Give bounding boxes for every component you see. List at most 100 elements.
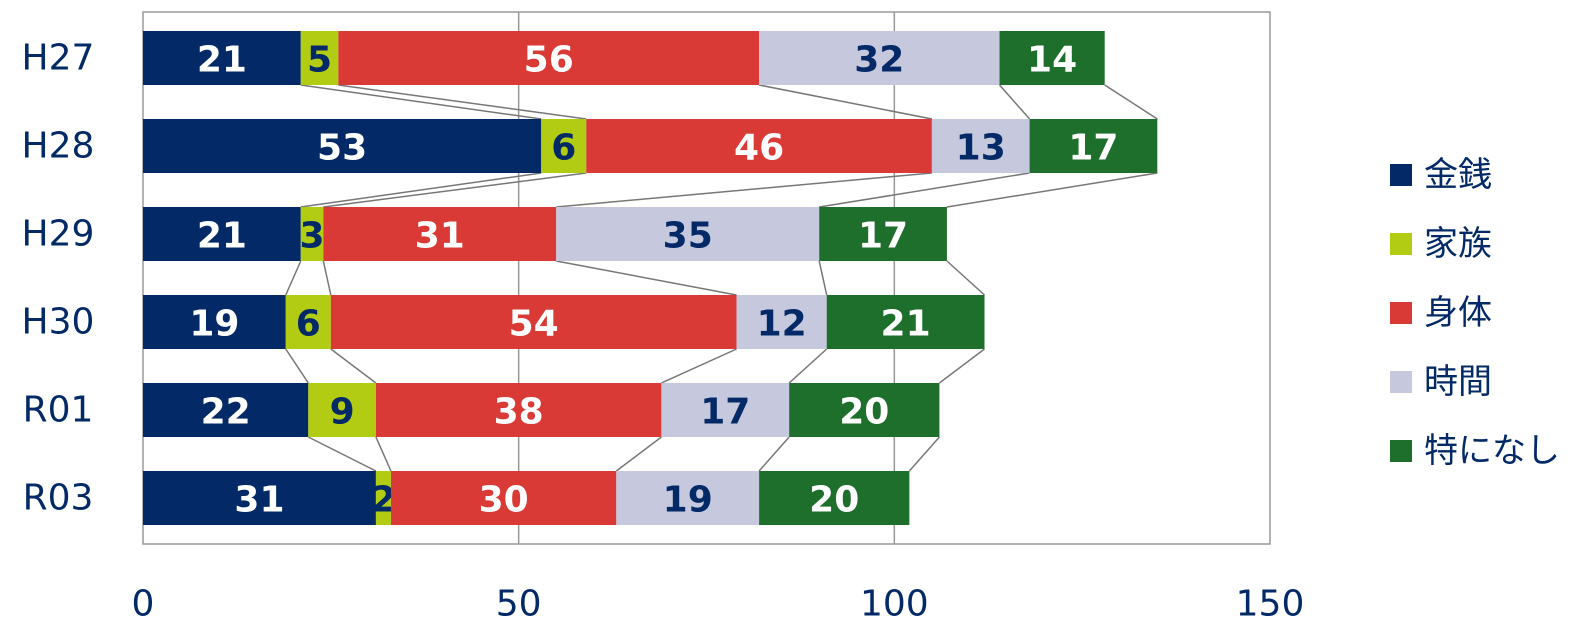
y-tick-label: R01 — [23, 390, 94, 431]
data-label: 17 — [700, 392, 750, 433]
data-label: 54 — [509, 304, 559, 345]
series-line — [946, 172, 1158, 208]
data-label: 13 — [956, 128, 1006, 169]
plot-area — [142, 11, 1271, 545]
series-line — [300, 84, 542, 120]
data-label: 19 — [189, 304, 239, 345]
bar-segment — [143, 471, 376, 525]
y-tick-label: H27 — [22, 38, 95, 79]
bar-segment — [759, 31, 1000, 85]
legend-swatch — [1390, 302, 1412, 324]
series-line — [322, 260, 332, 296]
series-line — [330, 348, 377, 384]
bar-segment — [819, 207, 947, 261]
series-line — [938, 348, 985, 384]
series-line — [323, 172, 587, 208]
bar-segment — [826, 295, 985, 349]
data-label: 6 — [551, 128, 576, 169]
legend-swatch — [1390, 164, 1412, 186]
series-line — [285, 260, 302, 296]
series-line — [819, 172, 1030, 208]
legend-label: 時間 — [1424, 362, 1492, 402]
y-tick-label: H29 — [22, 214, 95, 255]
bar-segment — [330, 295, 737, 349]
bar-segment — [616, 471, 760, 525]
bar-segment — [143, 207, 301, 261]
data-label: 53 — [317, 128, 367, 169]
data-label: 21 — [197, 216, 247, 257]
bar-segment — [586, 119, 932, 173]
bar-segment — [759, 471, 910, 525]
data-label: 30 — [479, 480, 529, 521]
bar-segment — [789, 383, 940, 437]
bar-segment — [143, 295, 286, 349]
data-label: 17 — [858, 216, 908, 257]
bar-segment — [143, 31, 301, 85]
bar-segment — [736, 295, 827, 349]
data-label: 46 — [734, 128, 784, 169]
data-label: 32 — [854, 40, 904, 81]
bar-segment — [338, 31, 760, 85]
data-label: 17 — [1068, 128, 1118, 169]
series-line — [908, 436, 940, 472]
series-line — [758, 436, 790, 472]
series-line — [788, 348, 828, 384]
y-tick-label: H30 — [22, 302, 95, 343]
data-label: 3 — [300, 216, 325, 257]
series-line — [818, 260, 828, 296]
bar-segment — [1029, 119, 1158, 173]
bar-segment — [323, 207, 557, 261]
x-tick-label: 0 — [132, 584, 155, 624]
bar-segment — [931, 119, 1030, 173]
bar-segment — [661, 383, 790, 437]
data-label: 56 — [524, 40, 574, 81]
y-tick-label: H28 — [22, 126, 95, 167]
legend-label: 身体 — [1424, 293, 1492, 333]
data-label: 20 — [809, 480, 859, 521]
bar-segment — [308, 383, 376, 437]
data-label: 12 — [757, 304, 807, 345]
data-label: 31 — [415, 216, 465, 257]
bar-segment — [375, 471, 391, 525]
series-line — [300, 172, 542, 208]
x-tick-label: 50 — [496, 584, 542, 624]
series-line — [338, 84, 587, 120]
x-tick-label: 150 — [1236, 584, 1305, 624]
data-label: 21 — [197, 40, 247, 81]
bar-segment — [390, 471, 617, 525]
legend-swatch — [1390, 233, 1412, 255]
data-label: 38 — [494, 392, 544, 433]
series-line — [556, 260, 737, 296]
data-label: 22 — [201, 392, 251, 433]
data-label: 35 — [663, 216, 713, 257]
y-tick-label: R03 — [23, 478, 94, 519]
bar-segment — [556, 207, 820, 261]
bar-segment — [300, 207, 324, 261]
data-label: 31 — [234, 480, 284, 521]
series-line — [1104, 84, 1158, 120]
series-line — [285, 348, 309, 384]
bar-segment — [285, 295, 331, 349]
legend-label: 特になし — [1424, 431, 1560, 471]
series-line — [615, 436, 662, 472]
series-line — [946, 260, 985, 296]
data-label: 6 — [296, 304, 321, 345]
series-line — [661, 348, 737, 384]
bar-segment — [375, 383, 662, 437]
bar-segment — [999, 31, 1105, 85]
series-line — [998, 84, 1031, 120]
data-label: 21 — [881, 304, 931, 345]
data-label: 20 — [839, 392, 889, 433]
legend-swatch — [1390, 440, 1412, 462]
data-label: 19 — [663, 480, 713, 521]
x-tick-label: 100 — [860, 584, 929, 624]
series-line — [375, 436, 392, 472]
data-label: 9 — [330, 392, 355, 433]
bar-segment — [541, 119, 587, 173]
series-line — [307, 436, 377, 472]
bar-segment — [143, 119, 542, 173]
legend-label: 金銭 — [1424, 155, 1492, 195]
bar-segment — [143, 383, 309, 437]
legend-swatch — [1390, 371, 1412, 393]
